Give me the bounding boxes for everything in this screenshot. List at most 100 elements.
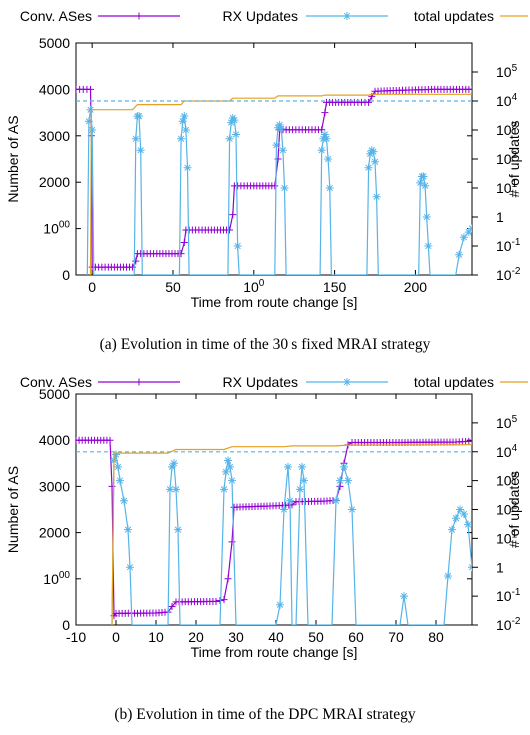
y-axis-label: Number of AS	[5, 466, 21, 553]
point-rx-updates	[228, 476, 236, 485]
point-rx-updates	[464, 520, 472, 529]
legend-label-conv: Conv. ASes	[20, 8, 92, 24]
y-tick-label: 1000	[43, 570, 70, 587]
point-conv-ases	[224, 575, 232, 583]
point-rx-updates	[275, 120, 284, 129]
y-tick-label: 5000	[39, 35, 70, 51]
y-tick-label: 4000	[39, 81, 70, 97]
point-rx-updates	[460, 509, 468, 518]
x-tick-label: 100	[243, 278, 265, 295]
point-rx-updates	[136, 146, 145, 155]
point-conv-ases	[344, 98, 352, 106]
y2-tick-label: 1	[496, 209, 504, 225]
y-tick-label: 3000	[39, 128, 70, 144]
point-rx-updates	[227, 118, 236, 127]
series-total-updates	[111, 444, 472, 625]
point-rx-updates	[277, 124, 286, 133]
point-rx-updates	[180, 112, 189, 121]
point-rx-updates	[340, 462, 348, 471]
point-rx-updates	[369, 147, 378, 156]
point-rx-updates	[364, 163, 373, 172]
point-conv-ases	[83, 85, 91, 93]
point-rx-updates	[88, 126, 97, 134]
caption-a: (a) Evolution in time of the 30 s fixed …	[99, 336, 431, 353]
y-tick-label: 4000	[39, 432, 70, 448]
point-rx-updates	[112, 450, 120, 459]
panel-b: Conv. ASes RX Updates total updates 0 1000 20…	[0, 372, 530, 735]
point-conv-ases	[229, 211, 237, 219]
point-rx-updates	[448, 525, 456, 534]
point-conv-ases	[268, 182, 276, 190]
legend-marker-conv	[135, 378, 143, 386]
x-tick-label: 50	[308, 629, 324, 645]
point-conv-ases	[424, 85, 432, 93]
point-rx-updates	[298, 462, 306, 471]
point-conv-ases	[295, 126, 303, 134]
y-tick-label: 2000	[39, 525, 70, 541]
point-rx-updates	[344, 476, 352, 485]
point-rx-updates	[324, 155, 333, 163]
point-rx-updates	[232, 130, 241, 139]
point-rx-updates	[116, 476, 124, 485]
point-rx-updates	[220, 485, 228, 494]
point-rx-updates	[455, 250, 464, 259]
chart-a: Conv. ASes RX Updates total updates0100020…	[5, 8, 528, 310]
point-rx-updates	[174, 525, 182, 534]
y2-tick-label: 102	[496, 150, 518, 167]
point-rx-updates	[84, 117, 93, 126]
point-rx-updates	[178, 117, 187, 126]
y-tick-label: 1000	[43, 220, 70, 237]
point-rx-updates	[224, 456, 232, 465]
point-conv-ases	[321, 109, 329, 117]
point-rx-updates	[317, 146, 326, 155]
point-rx-updates	[278, 146, 287, 155]
point-rx-updates	[421, 181, 430, 190]
point-conv-ases	[314, 126, 322, 134]
point-conv-ases	[180, 239, 188, 247]
point-rx-updates	[170, 459, 178, 468]
x-tick-label: 50	[165, 279, 181, 295]
point-conv-ases	[465, 85, 472, 93]
point-conv-ases	[149, 609, 157, 617]
point-rx-updates	[181, 126, 190, 134]
series-total-updates	[89, 93, 472, 275]
point-rx-updates	[416, 178, 425, 187]
y2-tick-label: 1	[496, 559, 504, 575]
y2-tick-label: 105	[496, 63, 518, 80]
y-tick-label: 3000	[39, 478, 70, 494]
point-conv-ases	[216, 597, 224, 605]
x-tick-label: 60	[348, 629, 364, 645]
point-rx-updates	[424, 242, 433, 250]
point-rx-updates	[322, 134, 331, 143]
point-rx-updates	[274, 123, 283, 132]
point-conv-ases	[168, 603, 176, 611]
point-rx-updates	[422, 213, 431, 221]
plot-frame	[75, 393, 473, 626]
point-conv-ases	[161, 608, 169, 616]
point-rx-updates	[325, 184, 334, 192]
y2-tick-label: 10-2	[496, 616, 521, 633]
point-rx-updates	[230, 116, 239, 125]
y2-tick-label: 103	[496, 472, 518, 489]
y2-tick-label: 101	[496, 529, 518, 546]
legend-label-total: total updates	[414, 8, 494, 24]
x-tick-label: -10	[66, 629, 86, 645]
point-rx-updates	[452, 514, 460, 523]
point-rx-updates	[124, 525, 132, 534]
y2-tick-label: 10-2	[496, 266, 521, 283]
point-rx-updates	[468, 224, 472, 233]
chart-b: Conv. ASes RX Updates total updates 0 1000 20…	[5, 374, 528, 660]
y2-tick-label: 105	[496, 414, 518, 431]
point-rx-updates	[464, 228, 472, 237]
point-rx-updates	[114, 462, 122, 471]
x-tick-label: 10	[148, 629, 164, 645]
x-tick-label: 80	[428, 629, 444, 645]
point-rx-updates	[280, 184, 289, 192]
panel-a: Conv. ASes RX Updates total updates 0 1000 20…	[0, 0, 530, 362]
point-conv-ases	[228, 538, 236, 546]
x-tick-label: 30	[228, 629, 244, 645]
y2-tick-label: 10-1	[496, 237, 521, 254]
x-tick-label: 0	[112, 629, 120, 645]
point-rx-updates	[419, 172, 428, 181]
caption-b: (b) Evolution in time of the DPC MRAI st…	[114, 706, 416, 723]
